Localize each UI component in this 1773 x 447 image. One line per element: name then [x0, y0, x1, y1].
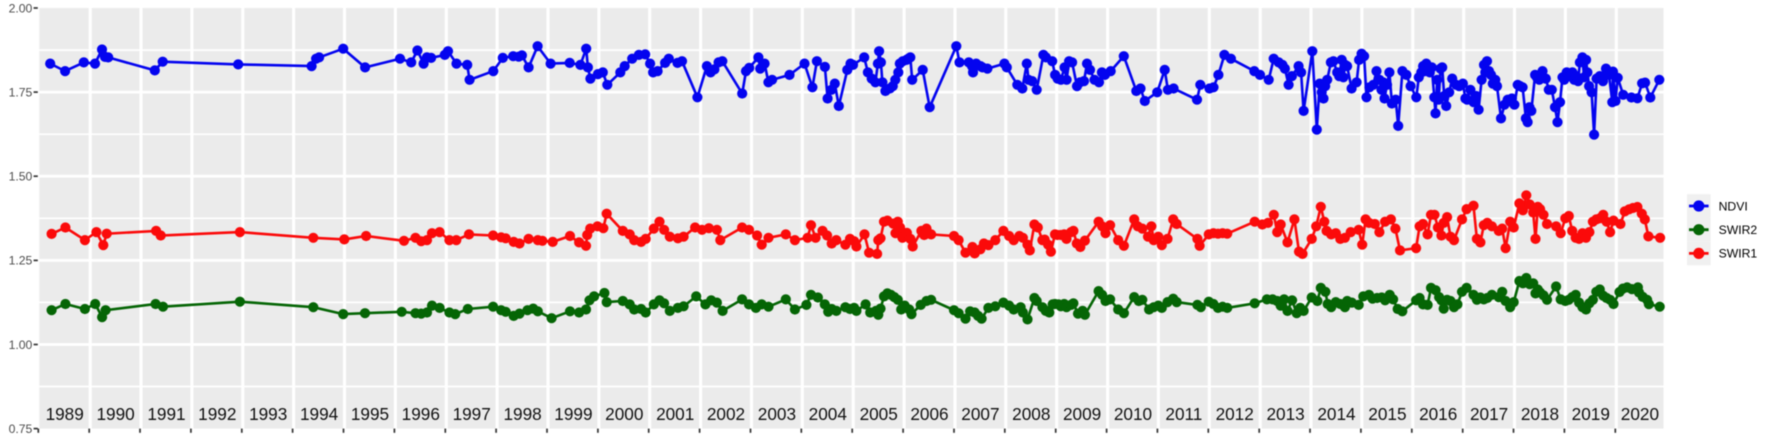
svg-text:2001: 2001	[656, 404, 694, 424]
svg-text:1998: 1998	[503, 404, 541, 424]
svg-text:1994: 1994	[300, 404, 339, 424]
svg-text:2013: 2013	[1266, 404, 1304, 424]
svg-text:2005: 2005	[860, 404, 898, 424]
svg-text:SWIR2: SWIR2	[1719, 223, 1758, 237]
svg-text:1.00: 1.00	[9, 338, 33, 352]
svg-text:2014: 2014	[1317, 404, 1356, 424]
svg-text:2002: 2002	[707, 404, 745, 424]
svg-text:2018: 2018	[1521, 404, 1559, 424]
svg-text:1999: 1999	[554, 404, 592, 424]
svg-text:1989: 1989	[46, 404, 84, 424]
svg-text:2016: 2016	[1419, 404, 1457, 424]
svg-text:SWIR1: SWIR1	[1719, 247, 1758, 261]
svg-text:2009: 2009	[1063, 404, 1101, 424]
svg-text:1.50: 1.50	[9, 170, 33, 184]
svg-text:2020: 2020	[1621, 404, 1659, 424]
svg-text:1992: 1992	[198, 404, 236, 424]
svg-text:1995: 1995	[351, 404, 389, 424]
svg-text:2004: 2004	[809, 404, 848, 424]
svg-text:2010: 2010	[1114, 404, 1152, 424]
svg-text:1997: 1997	[453, 404, 491, 424]
svg-text:0.75: 0.75	[9, 422, 33, 436]
svg-text:2006: 2006	[910, 404, 948, 424]
svg-text:1.75: 1.75	[9, 85, 33, 99]
svg-text:1993: 1993	[249, 404, 287, 424]
svg-text:2008: 2008	[1012, 404, 1050, 424]
svg-text:2007: 2007	[961, 404, 999, 424]
svg-text:2012: 2012	[1216, 404, 1254, 424]
svg-text:NDVI: NDVI	[1719, 199, 1748, 213]
svg-text:2000: 2000	[605, 404, 643, 424]
svg-text:1.25: 1.25	[9, 254, 33, 268]
svg-text:2003: 2003	[758, 404, 796, 424]
svg-text:2017: 2017	[1470, 404, 1508, 424]
svg-text:2015: 2015	[1368, 404, 1406, 424]
svg-text:1990: 1990	[96, 404, 134, 424]
svg-text:1991: 1991	[147, 404, 185, 424]
svg-text:1996: 1996	[402, 404, 440, 424]
svg-text:2019: 2019	[1572, 404, 1610, 424]
svg-text:2.00: 2.00	[9, 1, 33, 15]
svg-text:2011: 2011	[1165, 404, 1202, 424]
